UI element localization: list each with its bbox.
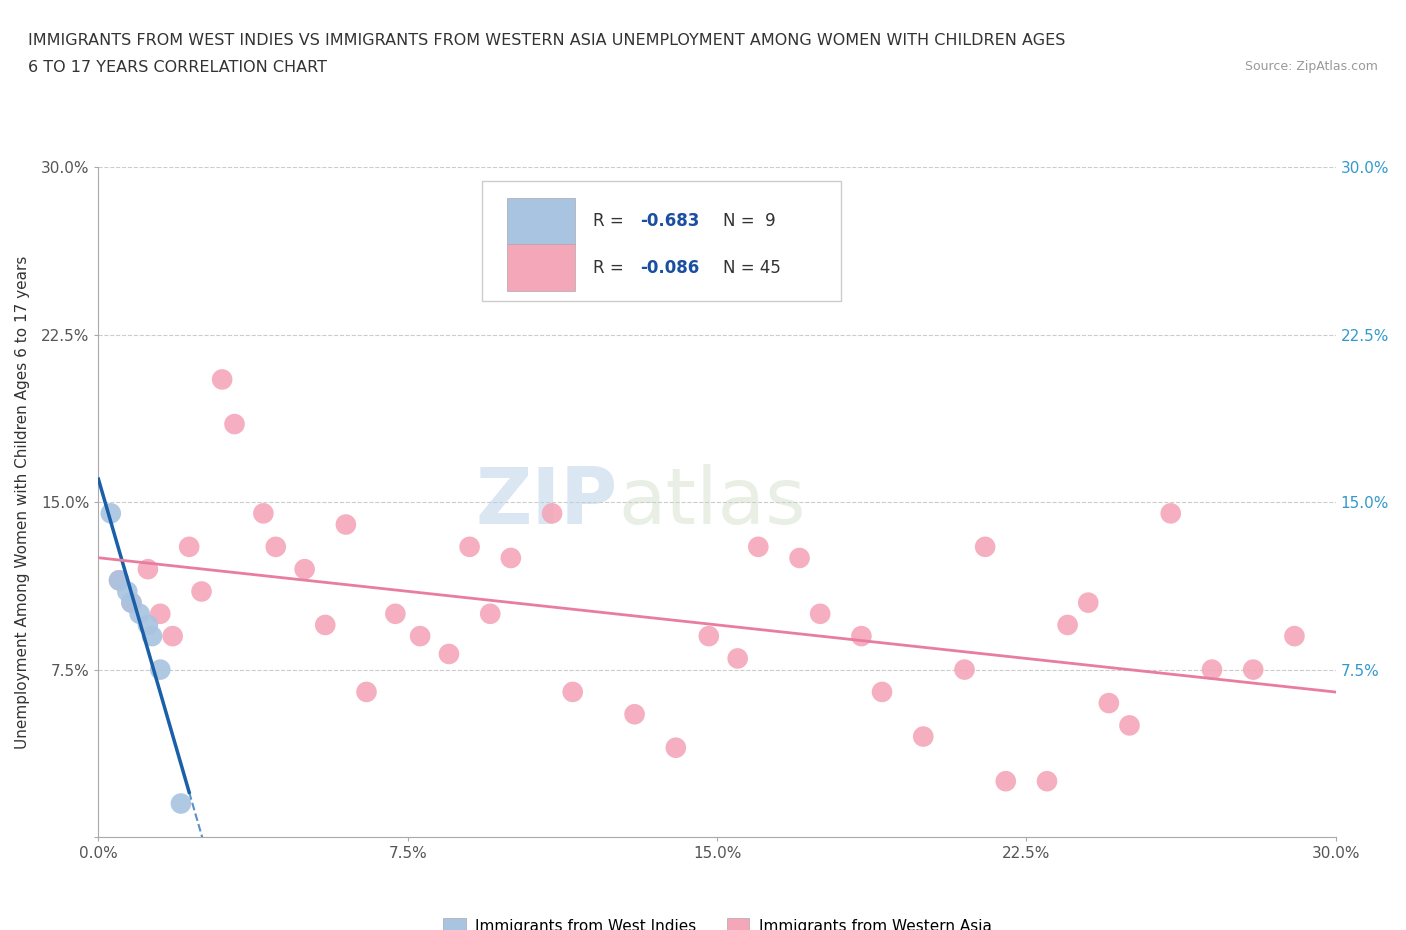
Point xyxy=(120,595,142,610)
Point xyxy=(437,646,460,661)
Point xyxy=(541,506,564,521)
Point xyxy=(1201,662,1223,677)
Point xyxy=(727,651,749,666)
Text: -0.683: -0.683 xyxy=(640,212,700,230)
Point xyxy=(789,551,811,565)
Point xyxy=(252,506,274,521)
Point xyxy=(665,740,688,755)
Point xyxy=(149,606,172,621)
Point xyxy=(314,618,336,632)
Point xyxy=(264,539,287,554)
Point xyxy=(136,562,159,577)
Point xyxy=(870,684,893,699)
Text: atlas: atlas xyxy=(619,464,806,540)
Point xyxy=(384,606,406,621)
Text: IMMIGRANTS FROM WEST INDIES VS IMMIGRANTS FROM WESTERN ASIA UNEMPLOYMENT AMONG W: IMMIGRANTS FROM WEST INDIES VS IMMIGRANT… xyxy=(28,33,1066,47)
Point xyxy=(1160,506,1182,521)
Point xyxy=(1077,595,1099,610)
Point xyxy=(179,539,201,554)
Point xyxy=(623,707,645,722)
Point xyxy=(294,562,316,577)
Point xyxy=(409,629,432,644)
Point xyxy=(808,606,831,621)
Point xyxy=(974,539,997,554)
Bar xyxy=(506,245,575,291)
Y-axis label: Unemployment Among Women with Children Ages 6 to 17 years: Unemployment Among Women with Children A… xyxy=(15,256,30,749)
Point xyxy=(108,573,131,588)
Point xyxy=(1118,718,1140,733)
Point xyxy=(128,606,150,621)
FancyBboxPatch shape xyxy=(482,180,841,301)
Text: R =: R = xyxy=(593,259,630,277)
Text: N = 45: N = 45 xyxy=(723,259,782,277)
Point xyxy=(479,606,502,621)
Point xyxy=(1098,696,1121,711)
Point xyxy=(561,684,583,699)
Point xyxy=(994,774,1017,789)
Point xyxy=(697,629,720,644)
Point xyxy=(499,551,522,565)
Point xyxy=(747,539,769,554)
Point xyxy=(224,417,246,432)
Point xyxy=(1036,774,1059,789)
Point xyxy=(356,684,378,699)
Text: R =: R = xyxy=(593,212,630,230)
Point xyxy=(851,629,873,644)
Point xyxy=(141,629,163,644)
Text: Source: ZipAtlas.com: Source: ZipAtlas.com xyxy=(1244,60,1378,73)
Point xyxy=(1284,629,1306,644)
Text: ZIP: ZIP xyxy=(475,464,619,540)
Point xyxy=(1241,662,1264,677)
Text: N =  9: N = 9 xyxy=(723,212,776,230)
Point xyxy=(458,539,481,554)
Point xyxy=(136,618,159,632)
Point xyxy=(149,662,172,677)
Bar xyxy=(506,197,575,245)
Point xyxy=(190,584,212,599)
Point xyxy=(108,573,131,588)
Text: 6 TO 17 YEARS CORRELATION CHART: 6 TO 17 YEARS CORRELATION CHART xyxy=(28,60,328,75)
Point xyxy=(953,662,976,677)
Point xyxy=(162,629,184,644)
Point xyxy=(211,372,233,387)
Point xyxy=(335,517,357,532)
Point xyxy=(120,595,142,610)
Point xyxy=(912,729,935,744)
Point xyxy=(100,506,122,521)
Point xyxy=(1056,618,1078,632)
Point xyxy=(117,584,139,599)
Text: -0.086: -0.086 xyxy=(640,259,700,277)
Point xyxy=(170,796,193,811)
Legend: Immigrants from West Indies, Immigrants from Western Asia: Immigrants from West Indies, Immigrants … xyxy=(436,911,998,930)
